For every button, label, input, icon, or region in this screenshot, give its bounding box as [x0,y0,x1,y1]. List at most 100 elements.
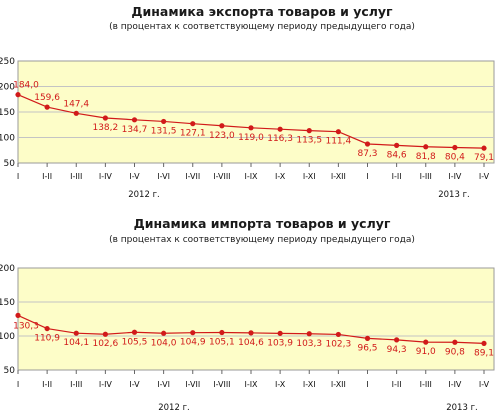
import-x-tick-label: I-IX [244,380,258,389]
export-x-tick-label: I-XI [303,172,316,181]
export-data-point [277,126,283,132]
import-data-label: 94,3 [387,345,407,355]
import-data-label: 90,8 [445,347,465,357]
export-data-label: 127,1 [180,129,206,139]
export-data-point [15,92,21,98]
import-data-label: 105,1 [209,338,235,348]
export-x-tick-label: I-VIII [213,172,230,181]
import-data-label: 104,0 [151,338,177,348]
export-x-tick-label: I-IV [448,172,462,181]
import-data-point [306,331,312,337]
export-data-label: 138,2 [92,123,118,133]
export-y-tick-label: 200 [0,83,15,93]
export-x-tick-label: I-III [420,172,432,181]
import-x-tick-label: I-II [42,380,52,389]
import-data-label: 103,3 [296,339,322,349]
import-data-point [102,331,108,337]
import-x-tick-label: I-III [420,380,432,389]
export-data-label: 147,4 [63,99,89,109]
import-year-label: 2013 г. [446,403,478,413]
export-data-label: 159,6 [34,93,60,103]
import-data-point [335,331,341,338]
import-data-label: 89,1 [474,348,494,358]
import-x-tick-label: I-III [70,380,82,389]
import-data-point [73,330,79,336]
import-x-tick-label: I-X [275,380,286,389]
import-data-point [161,330,167,336]
export-x-tick-label: I-VII [185,172,200,181]
export-x-tick-label: I-IV [99,172,113,181]
export-data-label: 131,5 [151,126,177,136]
import-x-tick-label: I-XI [303,380,316,389]
import-data-point [248,330,254,336]
export-data-label: 119,0 [238,133,264,143]
import-y-tick-label: 150 [0,298,15,308]
export-data-label: 80,4 [445,152,465,162]
export-data-point [394,142,400,148]
export-data-point [73,110,79,116]
import-data-label: 130,3 [13,321,39,331]
export-data-label: 113,5 [296,136,322,146]
export-data-label: 111,4 [325,137,351,147]
export-data-label: 123,0 [209,131,235,141]
export-x-tick-label: I-II [392,172,402,181]
import-data-label: 102,6 [92,339,118,349]
import-data-label: 105,5 [122,337,148,347]
export-x-tick-label: I-VI [157,172,170,181]
export-year-label: 2013 г. [438,190,470,200]
import-data-label: 104,9 [180,338,206,348]
import-x-tick-label: I-IV [99,380,113,389]
export-data-label: 81,8 [416,152,436,162]
import-y-tick-label: 100 [0,332,15,342]
import-data-label: 110,9 [34,334,60,344]
export-y-tick-label: 100 [0,134,15,144]
export-data-label: 134,7 [122,125,148,135]
export-chart-subtitle: (в процентах к соответствующему периоду … [109,22,415,32]
import-x-tick-label: I-IV [448,380,462,389]
export-x-tick-label: I-V [479,172,490,181]
import-chart: Динамика импорта товаров и услуг (в проц… [0,216,495,413]
import-plot-area [17,267,495,371]
export-y-tick-label: 50 [4,159,16,169]
export-data-label: 116,3 [267,134,293,144]
import-data-point [452,339,458,345]
export-x-tick-label: I-II [42,172,52,181]
export-x-tick-label: I-X [275,172,286,181]
import-x-tick-label: I [366,380,368,389]
import-x-tick-label: I [17,380,19,389]
export-data-point [364,141,371,147]
import-data-label: 103,9 [267,338,293,348]
import-x-tick-label: I-VI [157,380,170,389]
export-data-point [481,145,487,151]
export-x-tick-label: I-V [129,172,140,181]
export-year-label: 2012 г. [128,190,160,200]
export-y-tick-label: 150 [0,108,15,118]
import-x-tick-label: I-V [479,380,490,389]
import-data-label: 91,0 [416,347,436,357]
import-y-tick-label: 50 [4,366,16,376]
export-data-point [335,129,341,135]
import-data-point [190,330,196,336]
export-x-tick-label: I [17,172,19,181]
import-year-label: 2012 г. [158,403,190,413]
import-data-label: 104,6 [238,338,264,348]
import-chart-title: Динамика импорта товаров и услуг [134,216,391,231]
export-data-label: 84,6 [387,150,407,160]
import-x-tick-label: I-VIII [213,380,230,389]
export-data-point [423,144,429,150]
import-x-tick-label: I-VII [185,380,200,389]
import-data-point [219,329,225,336]
export-data-label: 184,0 [13,81,39,91]
export-data-point [161,118,167,125]
export-data-point [131,117,138,123]
import-y-tick-label: 200 [0,264,15,274]
import-data-label: 96,5 [357,343,377,353]
import-data-point [131,329,138,335]
export-x-tick-label: I [366,172,368,181]
export-data-point [102,115,108,121]
export-chart: Динамика экспорта товаров и услуг (в про… [0,4,495,200]
import-x-tick-label: I-XII [331,380,346,389]
export-data-point [306,128,312,134]
export-data-point [219,123,225,129]
